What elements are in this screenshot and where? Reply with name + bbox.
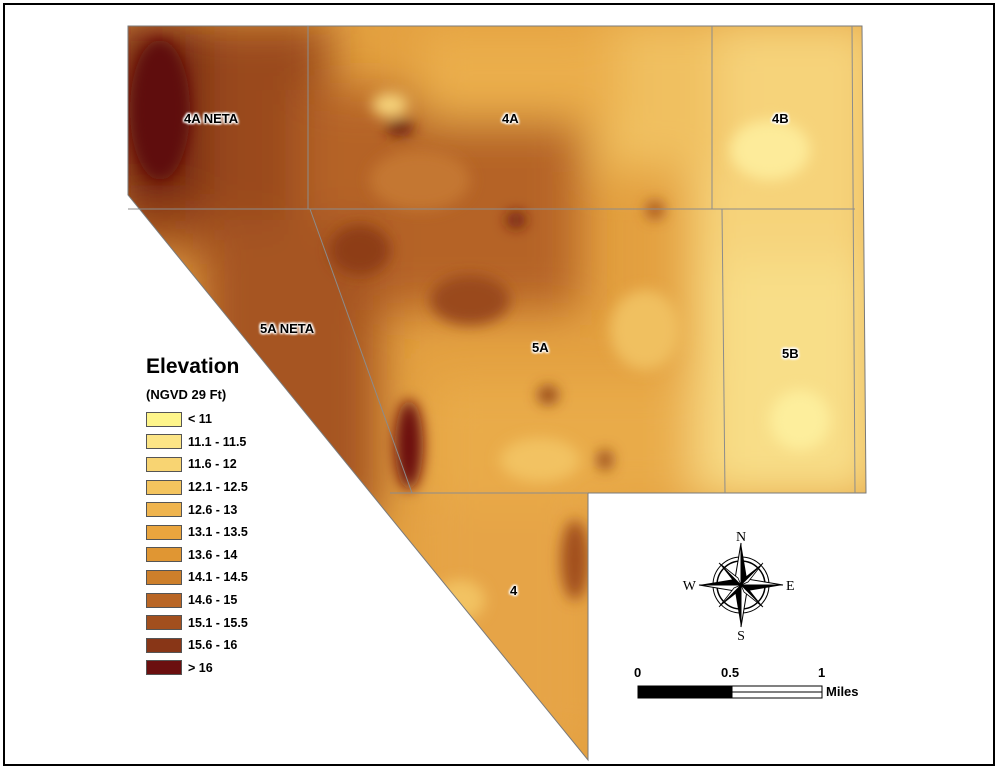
legend-items: < 11 11.1 - 11.5 11.6 - 12 12.1 - 12.5 12.6 … — [146, 408, 248, 679]
legend-label: 11.6 - 12 — [188, 457, 237, 472]
legend: Elevation (NGVD 29 Ft) < 11 11.1 - 11.5 11… — [146, 355, 248, 679]
legend-item: 12.1 - 12.5 — [146, 476, 248, 499]
compass-west: W — [683, 579, 697, 594]
legend-title: Elevation — [146, 355, 240, 378]
area-label-5a: 5A — [532, 340, 549, 355]
legend-item: 14.6 - 15 — [146, 589, 248, 612]
legend-swatch — [146, 524, 182, 540]
scale-tick-0: 0 — [634, 665, 642, 680]
legend-item: 14.1 - 14.5 — [146, 566, 248, 589]
legend-item: 15.1 - 15.5 — [146, 611, 248, 634]
legend-swatch — [146, 615, 182, 631]
legend-item: > 16 — [146, 657, 248, 680]
legend-item: 13.6 - 14 — [146, 544, 248, 567]
area-label-4a-neta: 4A NETA — [184, 111, 239, 126]
legend-label: 13.1 - 13.5 — [188, 525, 248, 540]
area-label-4a: 4A — [502, 111, 519, 126]
legend-swatch — [146, 502, 182, 518]
legend-swatch — [146, 592, 182, 608]
legend-label: 11.1 - 11.5 — [188, 434, 247, 449]
legend-item: 12.6 - 13 — [146, 498, 248, 521]
legend-swatch — [146, 637, 182, 653]
scale-tick-1: 1 — [818, 665, 826, 680]
legend-subtitle: (NGVD 29 Ft) — [146, 387, 227, 402]
compass-south: S — [737, 629, 745, 644]
legend-label: 12.1 - 12.5 — [188, 480, 248, 495]
scale-unit: Miles — [826, 684, 859, 699]
legend-item: < 11 — [146, 408, 248, 431]
area-label-5a-neta: 5A NETA — [260, 321, 315, 336]
legend-item: 11.1 - 11.5 — [146, 431, 248, 454]
legend-item: 11.6 - 12 — [146, 453, 248, 476]
compass-north: N — [736, 530, 746, 545]
legend-label: 15.1 - 15.5 — [188, 615, 248, 630]
compass-east: E — [786, 579, 795, 594]
legend-label: 14.6 - 15 — [188, 593, 238, 608]
legend-swatch — [146, 434, 182, 450]
legend-swatch — [146, 456, 182, 472]
compass-rose-icon: N S E W — [683, 530, 795, 644]
scale-bar — [637, 685, 823, 699]
legend-item: 13.1 - 13.5 — [146, 521, 248, 544]
legend-label: < 11 — [188, 412, 212, 427]
area-label-5b: 5B — [782, 346, 799, 361]
area-label-4: 4 — [510, 583, 518, 598]
legend-label: 14.1 - 14.5 — [188, 570, 248, 585]
legend-swatch — [146, 569, 182, 585]
legend-swatch — [146, 411, 182, 427]
legend-swatch — [146, 547, 182, 563]
legend-label: 12.6 - 13 — [188, 502, 238, 517]
legend-swatch — [146, 660, 182, 676]
scale-tick-0-5: 0.5 — [721, 665, 740, 680]
legend-item: 15.6 - 16 — [146, 634, 248, 657]
legend-label: 13.6 - 14 — [188, 547, 238, 562]
legend-label: 15.6 - 16 — [188, 638, 238, 653]
area-label-4b: 4B — [772, 111, 789, 126]
legend-swatch — [146, 479, 182, 495]
area-boundaries — [127, 25, 867, 762]
legend-label: > 16 — [188, 660, 213, 675]
